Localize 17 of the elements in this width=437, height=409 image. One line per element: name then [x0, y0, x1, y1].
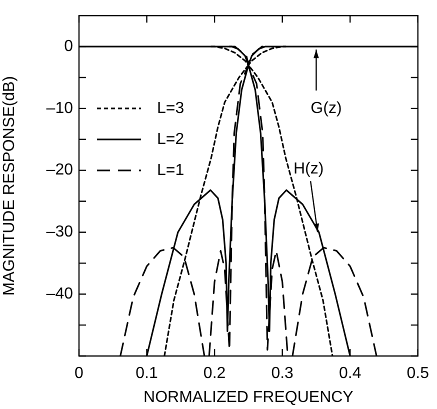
y-axis-title: MAGNITUDE RESPONSE(dB) — [1, 76, 18, 296]
legend-label: L=1 — [157, 162, 184, 179]
y-tick-label: 0 — [64, 38, 74, 55]
legend-label: L=3 — [157, 100, 184, 117]
y-tick-label: –10 — [46, 100, 74, 117]
x-tick-label: 0.2 — [203, 365, 226, 382]
x-axis-title: NORMALIZED FREQUENCY — [144, 388, 354, 406]
y-tick-label: –40 — [46, 286, 74, 303]
y-tick-label: –20 — [46, 162, 74, 179]
annotation: H(z) — [293, 160, 324, 178]
y-tick-label: –30 — [46, 224, 74, 241]
x-tick-label: 0.4 — [338, 365, 362, 382]
x-tick-label: 0.3 — [271, 365, 294, 382]
x-tick-label: 0.5 — [406, 365, 430, 382]
legend-label: L=2 — [157, 130, 184, 148]
annotation: G(z) — [310, 100, 342, 117]
x-tick-label: 0.1 — [136, 365, 158, 382]
